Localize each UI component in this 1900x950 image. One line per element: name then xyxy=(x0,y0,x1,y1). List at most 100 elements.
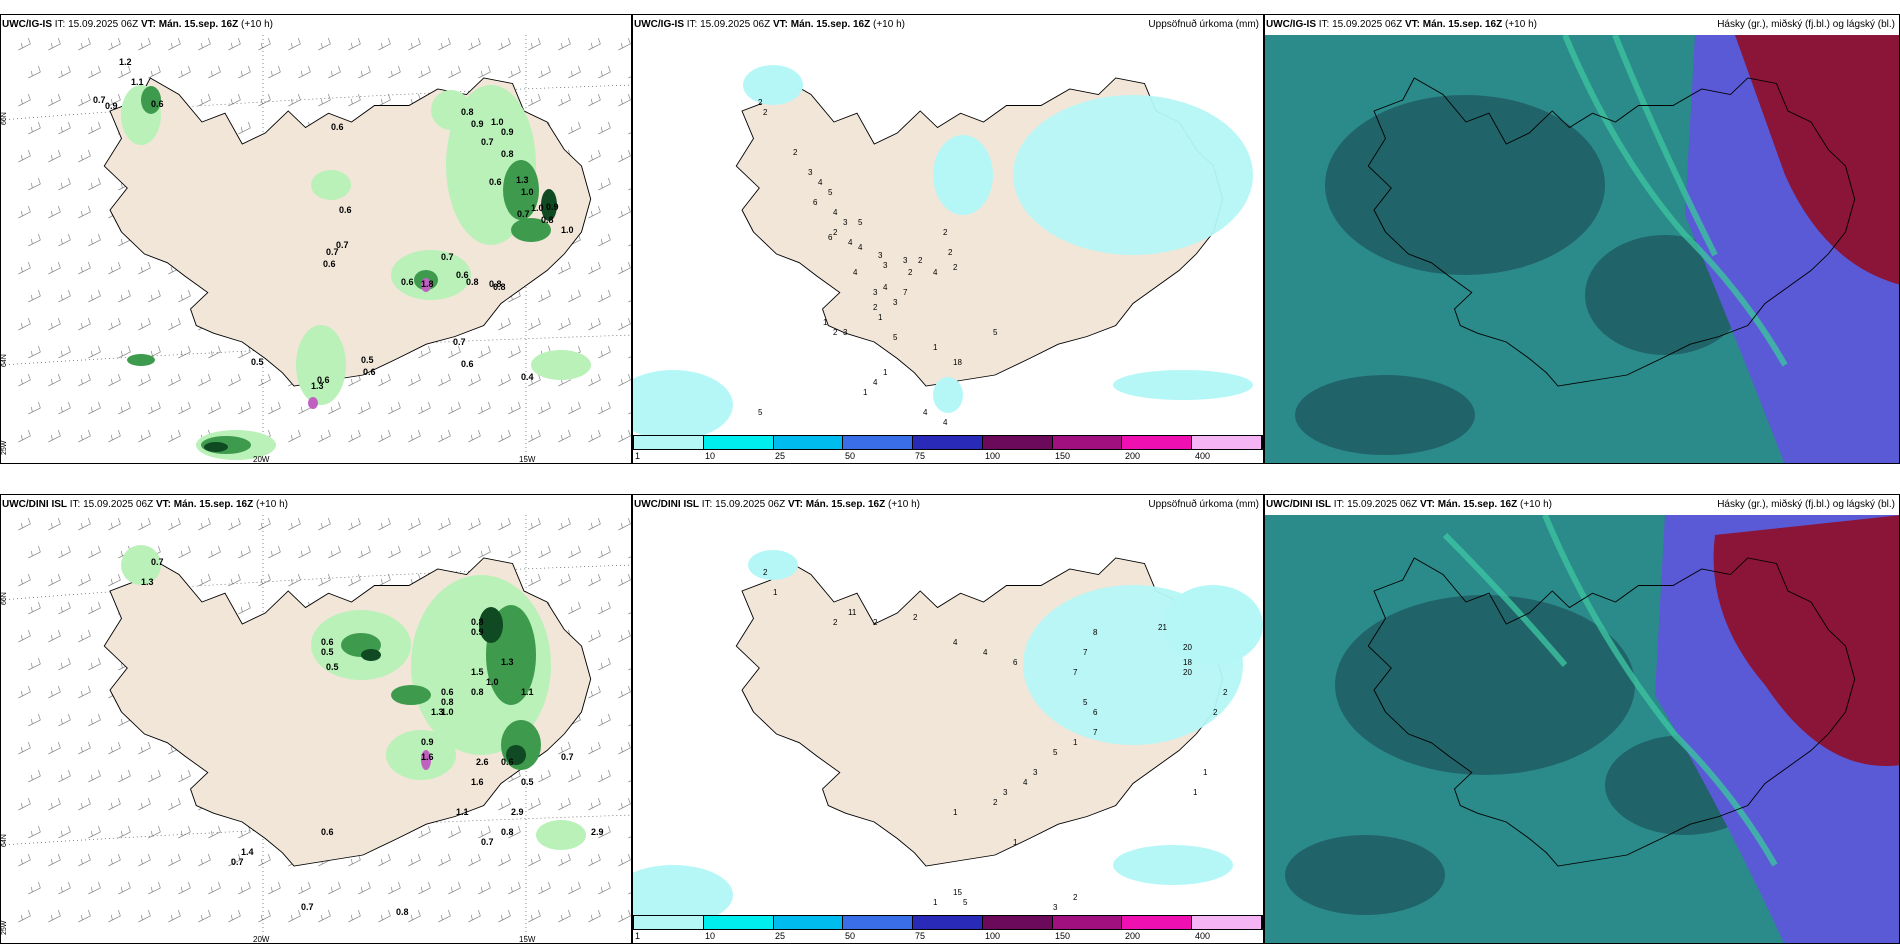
wind-barb xyxy=(318,429,331,443)
wind-barb xyxy=(238,545,251,559)
wind-barb xyxy=(508,65,521,79)
wind-barb xyxy=(588,685,601,699)
accum-legend: 1 10 25 50 75 100 150 200 400 xyxy=(633,435,1263,461)
wind-barb xyxy=(618,205,631,219)
wind-barb xyxy=(168,37,181,51)
legend-swatch xyxy=(703,436,774,449)
wind-barb xyxy=(148,65,161,79)
wind-barb xyxy=(448,545,461,559)
wind-barb xyxy=(88,289,101,303)
wind-barb xyxy=(268,401,281,415)
value-label: 2 xyxy=(943,228,948,237)
value-label: 21 xyxy=(1158,623,1167,632)
wind-barb xyxy=(48,685,61,699)
wind-barb xyxy=(28,121,41,135)
wind-barb xyxy=(58,881,71,895)
value-label: 7 xyxy=(903,288,908,297)
panel-title: UWC/DINI ISL IT: 15.09.2025 06Z VT: Mán.… xyxy=(634,499,920,510)
wind-barb xyxy=(108,261,121,275)
wind-barb xyxy=(118,401,131,415)
value-label: 4 xyxy=(1023,778,1028,787)
panel-igis-accum: UWC/IG-IS IT: 15.09.2025 06Z VT: Mán. 15… xyxy=(632,14,1264,464)
wind-barb xyxy=(148,401,161,415)
wind-barb xyxy=(358,881,371,895)
wind-barb xyxy=(358,401,371,415)
lon-label-20w: 20W xyxy=(253,455,270,464)
wind-barb xyxy=(378,573,391,587)
value-label: 0.6 xyxy=(441,687,454,697)
value-label: 1.3 xyxy=(501,657,514,667)
wind-barb xyxy=(618,685,631,699)
value-label: 0.5 xyxy=(521,777,534,787)
value-label: 0.6 xyxy=(401,277,414,287)
value-label: 2 xyxy=(833,228,838,237)
wind-barb xyxy=(28,289,41,303)
value-label: 2 xyxy=(1213,708,1218,717)
legend-bar xyxy=(633,435,1263,450)
value-label: 2.6 xyxy=(476,757,489,767)
wind-barb xyxy=(408,429,421,443)
legend-swatch xyxy=(634,436,704,449)
wind-barb xyxy=(138,909,151,923)
wind-barb xyxy=(528,93,541,107)
value-label: 1 xyxy=(883,368,888,377)
wind-barb xyxy=(618,93,631,107)
wind-barb xyxy=(558,37,571,51)
wind-barb xyxy=(288,517,301,531)
wind-barb xyxy=(378,373,391,387)
wind-barb xyxy=(78,261,91,275)
wind-barb xyxy=(28,65,41,79)
wind-barb xyxy=(78,853,91,867)
value-label: 0.7 xyxy=(517,209,530,219)
cloud-map xyxy=(1265,515,1899,943)
wind-barb xyxy=(228,853,241,867)
wind-barb xyxy=(88,233,101,247)
wind-barb xyxy=(48,205,61,219)
wind-barb xyxy=(28,657,41,671)
wind-barb xyxy=(618,629,631,643)
wind-barb xyxy=(618,429,631,443)
precip-wind-map: 1.21.10.70.9 0.60.60.80.9 1.00.90.70.80.6 1… xyxy=(1,35,631,463)
wind-barb xyxy=(178,545,191,559)
wind-barb xyxy=(78,741,91,755)
wind-barb xyxy=(238,401,251,415)
legend-tick: 50 xyxy=(845,931,856,941)
wind-barb xyxy=(588,261,601,275)
value-label: 18 xyxy=(953,358,962,367)
wind-barb xyxy=(58,345,71,359)
value-label: 3 xyxy=(893,298,898,307)
value-label: 4 xyxy=(858,243,863,252)
value-label: 20 xyxy=(1183,668,1192,677)
wind-barb xyxy=(228,909,241,923)
wind-barb xyxy=(208,401,221,415)
legend-tick: 400 xyxy=(1195,451,1211,461)
wind-barb xyxy=(598,289,611,303)
wind-barb xyxy=(588,317,601,331)
value-label: 0.6 xyxy=(321,827,334,837)
wind-barb xyxy=(228,37,241,51)
wind-barb xyxy=(388,65,401,79)
legend-tick: 75 xyxy=(915,931,926,941)
wind-barb xyxy=(78,149,91,163)
wind-barb xyxy=(78,517,91,531)
wind-barb xyxy=(88,177,101,191)
wind-barb xyxy=(258,853,271,867)
wind-barb xyxy=(58,121,71,135)
wind-barb xyxy=(298,65,311,79)
legend-tick: 25 xyxy=(775,931,786,941)
wind-barb xyxy=(198,93,211,107)
value-label: 0.7 xyxy=(441,252,454,262)
legend-tick: 100 xyxy=(985,931,1001,941)
wind-barb xyxy=(178,65,191,79)
wind-barb xyxy=(568,601,581,615)
wind-barb xyxy=(18,93,31,107)
wind-barb xyxy=(178,881,191,895)
wind-barb xyxy=(538,881,551,895)
wind-barb xyxy=(108,741,121,755)
wind-barb xyxy=(268,545,281,559)
panel-dini-accum: UWC/DINI ISL IT: 15.09.2025 06Z VT: Mán.… xyxy=(632,494,1264,944)
wind-barb xyxy=(88,825,101,839)
wind-barb xyxy=(28,401,41,415)
wind-barb xyxy=(478,65,491,79)
value-label: 4 xyxy=(923,408,928,417)
